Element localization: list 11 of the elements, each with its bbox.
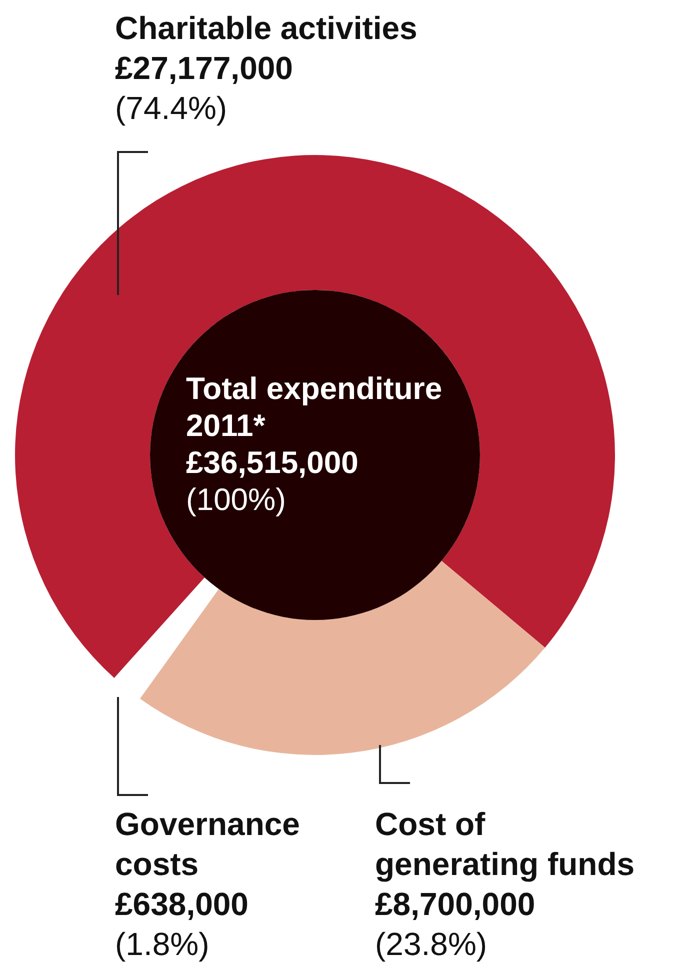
donut-slice	[140, 560, 546, 755]
data-label: £27,177,000 (74.4%)	[115, 49, 294, 128]
text: £36,515,000	[186, 444, 360, 481]
data-label: £638,000 (1.8%)	[115, 885, 250, 964]
text: Total expenditure 2011*	[186, 370, 444, 444]
slice-label: Charitable activities	[115, 9, 418, 48]
slice-label: Governance costs	[115, 805, 301, 884]
slice-label: Cost of generating funds	[375, 805, 636, 884]
data-label: £8,700,000 (23.8%)	[375, 885, 536, 964]
donut-slice	[16, 156, 615, 678]
text: (100%)	[186, 481, 287, 518]
